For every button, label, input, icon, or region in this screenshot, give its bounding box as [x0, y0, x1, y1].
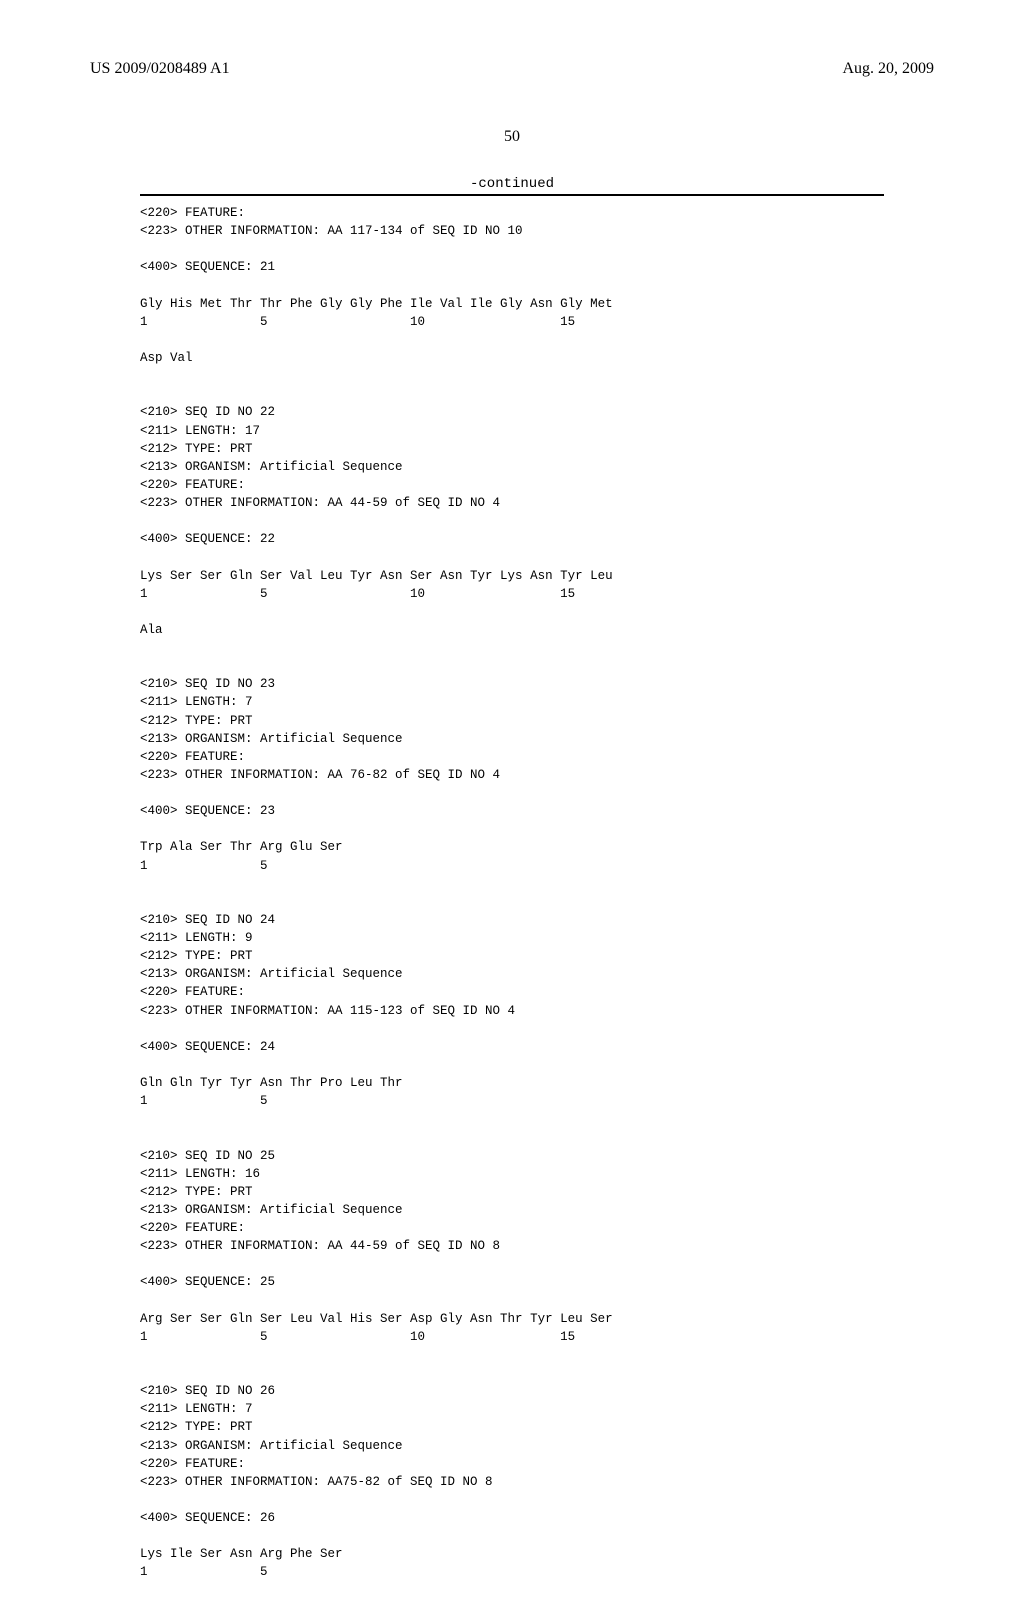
page-container: US 2009/0208489 A1 Aug. 20, 2009 50 -con… — [0, 0, 1024, 1622]
continued-label: -continued — [90, 176, 934, 192]
divider-top — [140, 194, 884, 196]
sequence-listing: <220> FEATURE: <223> OTHER INFORMATION: … — [140, 204, 884, 1582]
publication-number: US 2009/0208489 A1 — [90, 60, 230, 78]
page-header: US 2009/0208489 A1 Aug. 20, 2009 — [90, 60, 934, 78]
page-number: 50 — [90, 128, 934, 146]
publication-date: Aug. 20, 2009 — [842, 60, 934, 78]
